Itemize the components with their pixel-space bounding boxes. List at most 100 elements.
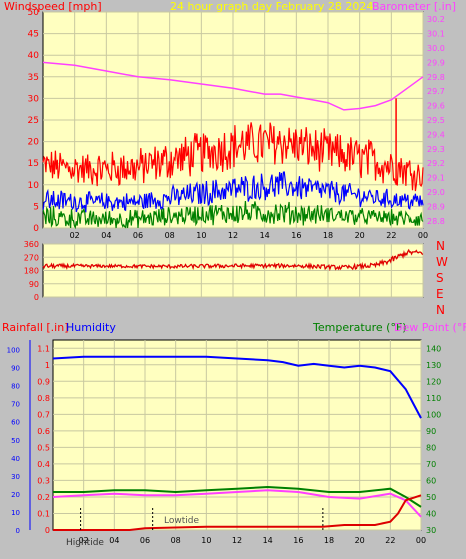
climate-x-tick-label: 02 (79, 536, 89, 545)
temperature-tick-label: 130 (426, 361, 441, 370)
barometer-tick-label: 29.4 (427, 130, 445, 139)
direction-letter-s: S (436, 271, 444, 285)
rainfall-title: Rainfall [.in] (2, 321, 69, 334)
direction-tick-label: 0 (34, 293, 39, 302)
temperature-series-line (53, 485, 422, 508)
barometer-series-line (42, 61, 424, 111)
climate-x-tick-label: 06 (140, 536, 150, 545)
climate-x-tick-label: 16 (293, 536, 303, 545)
rainfall-series-line (53, 494, 422, 531)
humidity-tick-label: 0 (16, 527, 20, 535)
climate-x-tick-label: 12 (232, 536, 242, 545)
climate-x-tick-label: 14 (263, 536, 273, 545)
rainfall-tick-label: 0 (45, 526, 50, 535)
humidity-tick-label: 10 (11, 509, 20, 517)
direction-tick-label: 180 (24, 267, 39, 276)
wind-x-tick-label: 18 (323, 231, 333, 240)
direction-tick-label: 360 (24, 240, 39, 249)
barometer-tick-label: 29.9 (427, 58, 445, 67)
barometer-tick-label: 29.8 (427, 73, 445, 82)
wind-x-tick-label: 08 (165, 231, 175, 240)
direction-series-line (42, 248, 424, 272)
windspeed-tick-label: 0 (33, 224, 39, 234)
barometer-title: Barometer [.in] (372, 0, 456, 13)
windspeed-tick-label: 5 (33, 202, 39, 212)
barometer-tick-label: 29.3 (427, 145, 445, 154)
rainfall-tick-label: 0.3 (37, 476, 50, 485)
wind-x-tick-label: 04 (101, 231, 111, 240)
wind-x-tick-label: 14 (260, 231, 270, 240)
rainfall-tick-label: 0.2 (37, 493, 50, 502)
dew-point-series-line (52, 489, 422, 518)
wind-x-tick-label: 00 (418, 231, 428, 240)
windspeed-tick-label: 50 (28, 8, 40, 18)
windspeed-tick-label: 20 (28, 138, 40, 148)
windspeed-tick-label: 45 (28, 30, 39, 40)
direction-letter-e: E (436, 287, 444, 301)
temperature-tick-label: 30 (426, 526, 436, 535)
direction-letter-n-top: N (436, 239, 445, 253)
temperature-tick-label: 70 (426, 460, 436, 469)
rainfall-tick-label: 1.1 (37, 344, 50, 353)
temperature-tick-label: 110 (426, 394, 441, 403)
lowtide-label: Lowtide (164, 516, 199, 526)
rainfall-tick-label: 0.6 (37, 427, 50, 436)
windspeed-tick-label: 40 (28, 51, 40, 61)
windspeed-tick-label: 30 (28, 94, 40, 104)
climate-x-tick-label: 18 (324, 536, 334, 545)
barometer-tick-label: 30.0 (427, 44, 445, 53)
rainfall-tick-label: 0.8 (37, 394, 50, 403)
wind-x-tick-label: 02 (70, 231, 80, 240)
barometer-tick-label: 29.6 (427, 102, 445, 111)
dewpoint-title: Dew Point (°F) (394, 321, 466, 334)
barometer-tick-label: 28.9 (427, 202, 445, 211)
humidity-tick-label: 30 (11, 473, 20, 481)
temperature-tick-label: 80 (426, 443, 436, 452)
wind-x-tick-label: 12 (228, 231, 238, 240)
rainfall-tick-label: 0.1 (37, 509, 50, 518)
direction-letter-n-bottom: N (436, 303, 445, 317)
barometer-tick-label: 29.2 (427, 159, 445, 168)
humidity-tick-label: 20 (11, 491, 20, 499)
rainfall-tick-label: 0.5 (37, 443, 50, 452)
graph-date-title: 24 hour graph day February 28 2024 (170, 0, 373, 13)
climate-x-tick-label: 10 (201, 536, 211, 545)
humidity-title: Humidity (66, 321, 116, 334)
humidity-tick-label: 60 (11, 419, 20, 427)
humidity-tick-label: 50 (11, 437, 20, 445)
wind-x-tick-label: 16 (291, 231, 301, 240)
barometer-tick-label: 30.1 (427, 30, 445, 39)
climate-x-tick-label: 04 (109, 536, 119, 545)
temperature-title: Temperature (°F) (312, 321, 407, 334)
wind-x-tick-label: 06 (133, 231, 143, 240)
windspeed-title: Windspeed [mph] (4, 0, 102, 13)
barometer-tick-label: 29.0 (427, 188, 445, 197)
rainfall-tick-label: 1 (45, 361, 50, 370)
barometer-tick-label: 28.8 (427, 217, 445, 226)
humidity-series-line (52, 355, 422, 419)
climate-x-tick-label: 00 (416, 536, 426, 545)
low-series-line (42, 200, 424, 230)
humidity-tick-label: 70 (11, 401, 20, 409)
barometer-tick-label: 29.5 (427, 116, 445, 125)
temperature-tick-label: 100 (426, 410, 441, 419)
humidity-tick-label: 90 (11, 365, 20, 373)
climate-x-tick-label: 20 (355, 536, 365, 545)
gust-series-line (42, 122, 424, 192)
direction-letter-w: W (436, 255, 448, 269)
climate-x-tick-label: 22 (385, 536, 395, 545)
barometer-tick-label: 30.2 (427, 15, 445, 24)
direction-tick-label: 270 (24, 253, 39, 262)
wind-x-tick-label: 22 (386, 231, 396, 240)
direction-tick-label: 90 (29, 280, 39, 289)
windspeed-tick-label: 15 (28, 159, 39, 169)
temperature-tick-label: 60 (426, 476, 436, 485)
windspeed-tick-label: 25 (28, 116, 39, 126)
humidity-tick-label: 40 (11, 455, 20, 463)
rainfall-tick-label: 0.9 (37, 377, 50, 386)
barometer-tick-label: 29.7 (427, 87, 445, 96)
temperature-tick-label: 120 (426, 377, 441, 386)
rainfall-tick-label: 0.7 (37, 410, 50, 419)
rainfall-tick-label: 0.4 (37, 460, 50, 469)
